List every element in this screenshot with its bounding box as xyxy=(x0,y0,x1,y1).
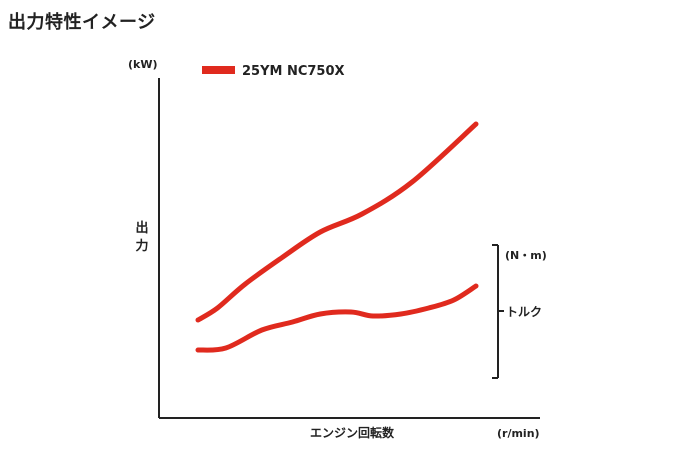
page-title: 出力特性イメージ xyxy=(8,12,156,33)
series-line-torque xyxy=(195,283,479,353)
y-label-left-char1: 出 xyxy=(135,220,148,236)
series-line-power xyxy=(195,121,479,323)
legend-label: 25YM NC750X xyxy=(242,64,345,79)
y-label-right: トルク xyxy=(506,305,542,319)
x-axis-label: エンジン回転数 xyxy=(310,425,395,440)
y-unit-right: (N・m) xyxy=(505,249,547,262)
y-label-left-char2: 力 xyxy=(135,238,148,254)
y-unit-left: (kW) xyxy=(128,58,158,71)
x-axis-unit: (r/min) xyxy=(497,427,540,440)
torque-bracket xyxy=(492,244,504,379)
